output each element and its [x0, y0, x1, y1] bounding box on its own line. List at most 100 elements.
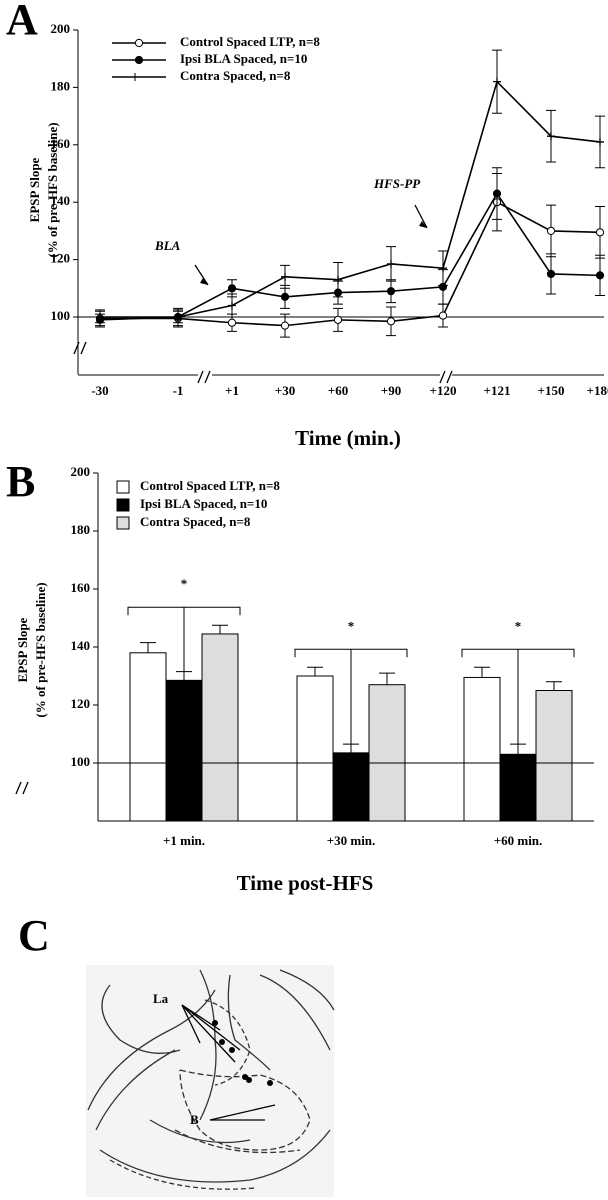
error-bar — [474, 666, 490, 678]
legend-swatch — [116, 516, 130, 530]
y-tick-label: 140 — [51, 193, 71, 208]
x-axis-label: Time (min.) — [295, 426, 401, 450]
legend-label: Ipsi BLA Spaced, n=10 — [140, 496, 267, 511]
y-tick-label: 140 — [71, 638, 91, 653]
series-line — [100, 80, 601, 318]
significance-bracket — [127, 606, 241, 675]
point — [595, 228, 605, 237]
legend-label: Ipsi BLA Spaced, n=10 — [180, 51, 307, 66]
x-tick-label: -30 — [91, 383, 108, 398]
error-bar — [546, 681, 562, 691]
axis-break — [204, 370, 211, 384]
annotation-arrow — [194, 264, 209, 286]
legend-swatch — [116, 498, 130, 512]
axis-break — [446, 370, 453, 384]
series-line — [100, 201, 601, 327]
y-axis-label: (% of pre-HFS baseline) — [45, 122, 60, 257]
x-tick-label: +121 — [484, 383, 511, 398]
x-tick-label: +60 — [328, 383, 348, 398]
axis-break — [80, 341, 87, 355]
annotation-arrow — [414, 204, 428, 229]
y-axis-label: EPSP Slope — [15, 617, 30, 682]
legend-label: Control Spaced LTP, n=8 — [140, 478, 280, 493]
annotation-arrowhead — [200, 278, 208, 285]
point — [595, 271, 605, 280]
error-bar — [379, 672, 395, 685]
point — [386, 287, 396, 296]
point — [227, 284, 237, 293]
x-axis-label: Time post-HFS — [237, 871, 374, 895]
point — [596, 137, 604, 146]
x-tick-label: +30 — [275, 383, 295, 398]
significance-bracket — [294, 648, 408, 747]
x-tick-label: +1 min. — [163, 833, 205, 848]
legend-marker — [134, 55, 144, 65]
bar — [499, 753, 537, 822]
x-tick-label: +60 min. — [494, 833, 543, 848]
lesion-dots — [212, 1020, 273, 1086]
bar — [463, 676, 501, 822]
error-bar — [212, 624, 228, 634]
y-tick-label: 180 — [51, 78, 71, 93]
axis-break — [15, 781, 22, 795]
point — [547, 132, 555, 141]
legend-label: Contra Spaced, n=8 — [180, 68, 291, 83]
x-tick-label: -1 — [173, 383, 184, 398]
annotation: BLA — [154, 238, 181, 253]
series-line — [99, 192, 601, 321]
x-tick-label: +1 — [225, 383, 239, 398]
x-tick-label: +90 — [381, 383, 401, 398]
point — [492, 189, 502, 198]
legend-label: Contra Spaced, n=8 — [140, 514, 251, 529]
bar — [296, 675, 334, 822]
bar — [129, 652, 167, 822]
panel-label: B — [6, 457, 35, 506]
point — [439, 264, 447, 273]
point — [227, 318, 237, 327]
point — [493, 77, 501, 86]
x-tick-label: +180 — [587, 383, 608, 398]
point — [546, 226, 556, 235]
y-tick-label: 180 — [71, 522, 91, 537]
y-tick-label: 160 — [51, 136, 71, 151]
annotation: HFS-PP — [373, 176, 421, 191]
axis-break — [197, 370, 204, 384]
error-bar — [140, 642, 156, 653]
point — [386, 317, 396, 326]
significance-bracket — [461, 648, 575, 749]
bar — [368, 684, 406, 822]
x-tick-label: +120 — [430, 383, 457, 398]
legend-label: Control Spaced LTP, n=8 — [180, 34, 320, 49]
point — [333, 315, 343, 324]
y-tick-label: 120 — [51, 251, 71, 266]
significance-label: * — [181, 576, 188, 591]
point — [546, 269, 556, 279]
axis-break — [439, 370, 446, 384]
brain-drawing — [86, 965, 335, 1197]
bar — [535, 690, 573, 822]
point — [281, 272, 289, 281]
legend-swatch — [116, 480, 130, 494]
y-tick-label: 100 — [71, 754, 91, 769]
bar — [201, 633, 239, 822]
point — [96, 313, 104, 321]
y-tick-label: 200 — [71, 464, 91, 479]
y-axis-label: (% of pre-HFS baseline) — [33, 582, 48, 717]
region-label: B — [190, 1112, 199, 1127]
point — [228, 301, 236, 310]
y-tick-label: 100 — [51, 308, 71, 323]
significance-label: * — [348, 618, 355, 633]
legend-marker — [134, 38, 144, 48]
y-tick-label: 160 — [71, 580, 91, 595]
error-bar — [307, 666, 323, 676]
x-tick-label: +30 min. — [327, 833, 376, 848]
region-label: La — [153, 991, 169, 1006]
axis-break — [73, 341, 80, 355]
point — [280, 292, 290, 302]
annotation-arrowhead — [419, 221, 427, 228]
point — [174, 313, 182, 321]
point — [334, 275, 342, 284]
point — [387, 259, 395, 268]
